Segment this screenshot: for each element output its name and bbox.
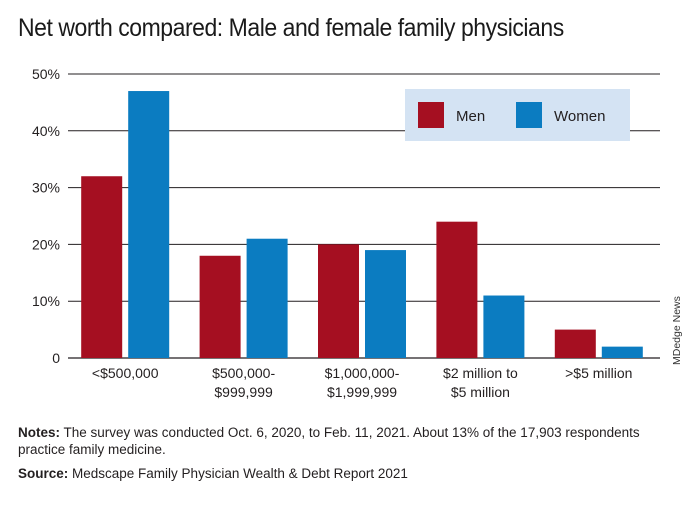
source-text: Medscape Family Physician Wealth & Debt …: [68, 466, 408, 481]
legend-label-men: Men: [456, 108, 485, 125]
x-tick-label: <$500,000: [92, 365, 159, 381]
x-tick-label: $2 million to: [443, 365, 518, 381]
notes-label: Notes:: [18, 425, 61, 440]
bar-women-2: [246, 238, 288, 358]
notes-text: The survey was conducted Oct. 6, 2020, t…: [18, 425, 640, 457]
x-tick-label: >$5 million: [565, 365, 632, 381]
y-tick-label: 10%: [32, 293, 60, 309]
x-tick-label: $999,999: [214, 384, 273, 400]
legend-swatch-men: [418, 102, 444, 128]
y-tick-label: 50%: [32, 66, 60, 82]
bar-women-3: [365, 250, 406, 358]
source-label: Source:: [18, 466, 69, 481]
bar-women-4: [483, 295, 525, 358]
bar-chart: 0 10% 20% 30% 40% 50% <$500,000 $500,000- $999,9…: [32, 66, 660, 400]
bar-women-5: [601, 346, 643, 358]
x-tick-label: $500,000-: [212, 365, 275, 381]
x-tick-label: $5 million: [451, 384, 510, 400]
y-tick-label: 0: [52, 350, 60, 366]
x-tick-label: $1,000,000-: [325, 365, 400, 381]
bar-men-3: [318, 244, 359, 358]
y-tick-label: 20%: [32, 236, 60, 252]
bar-women-1: [128, 91, 170, 358]
bar-men-1: [81, 176, 123, 358]
notes: Notes: The survey was conducted Oct. 6, …: [18, 424, 678, 458]
legend-label-women: Women: [554, 108, 605, 125]
bar-men-4: [436, 221, 478, 358]
y-tick-label: 40%: [32, 123, 60, 139]
bar-men-5: [554, 329, 596, 358]
credit-label: MDedge News: [671, 296, 683, 365]
x-tick-label: $1,999,999: [327, 384, 397, 400]
chart-title: Net worth compared: Male and female fami…: [18, 14, 564, 42]
y-tick-label: 30%: [32, 180, 60, 196]
bar-men-2: [199, 255, 241, 358]
legend-swatch-women: [516, 102, 542, 128]
source: Source: Medscape Family Physician Wealth…: [18, 466, 408, 481]
